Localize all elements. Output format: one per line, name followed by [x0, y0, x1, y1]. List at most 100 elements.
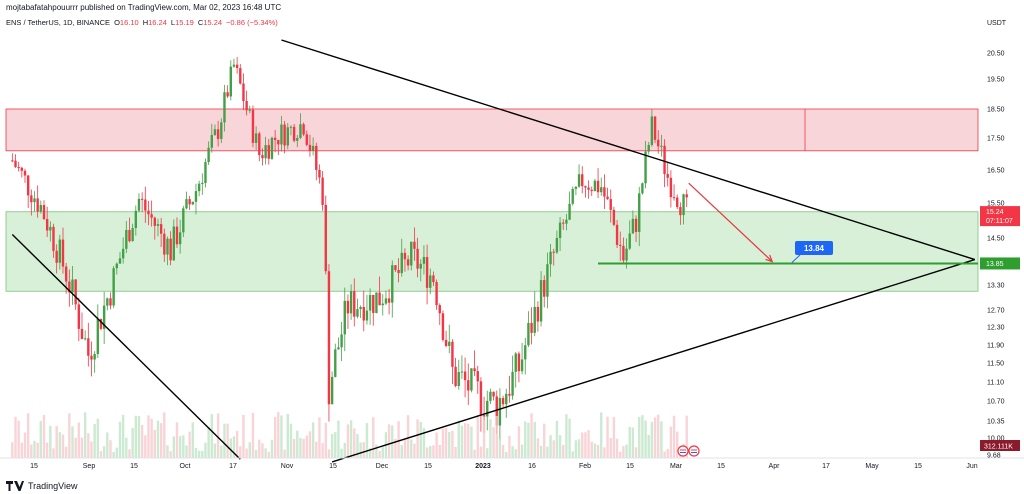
volume-bar [609, 438, 612, 458]
last-price-label: 15.24 [986, 209, 1004, 216]
candle-body [653, 116, 657, 140]
volume-bar [90, 441, 93, 458]
volume-bar [30, 444, 33, 458]
volume-bar [397, 421, 400, 458]
candles [11, 56, 688, 441]
volume-bar [444, 427, 448, 458]
volume-bar [49, 425, 52, 458]
volume-bar [356, 434, 359, 458]
candle-body [432, 275, 435, 283]
candle-body [460, 371, 464, 373]
candle-body [220, 122, 223, 139]
volume-bar [536, 438, 540, 458]
candle-body [166, 238, 169, 255]
volume-bar [80, 437, 84, 458]
x-tick-label: 15 [329, 463, 337, 470]
candle-body [194, 191, 198, 202]
volume-bar [93, 424, 96, 458]
candle-body [340, 334, 343, 348]
candle-body [349, 291, 353, 314]
volume-bar [425, 447, 429, 458]
ascending-support-trendline [331, 258, 976, 463]
y-tick-label: 10.35 [987, 419, 1005, 426]
volume-bar [394, 438, 397, 458]
volume-bar [251, 412, 255, 458]
candle-body [251, 109, 255, 143]
volume-bar [175, 422, 179, 458]
candle-body [486, 400, 489, 417]
volume-bar [625, 444, 628, 458]
volume-bar [109, 440, 112, 458]
candle-body [292, 126, 296, 141]
candle-body [112, 268, 115, 306]
volume-bar [372, 417, 375, 458]
volume-bar [353, 428, 356, 458]
candle-body [577, 174, 581, 187]
volume-bar [242, 415, 245, 458]
volume-bar [296, 430, 299, 458]
volume-bar [508, 435, 511, 458]
candle-body [182, 208, 185, 233]
volume-bar [140, 424, 144, 458]
volume-bar [600, 412, 603, 458]
volume-bar [676, 431, 679, 458]
candle-body [359, 306, 362, 310]
volume-bar [118, 421, 122, 458]
volume-bar [590, 441, 593, 458]
candle-body [74, 279, 77, 305]
volume-bar [628, 426, 631, 458]
candle-body [473, 368, 476, 372]
candle-body [286, 127, 289, 146]
volume-bar [33, 440, 36, 458]
volume-bars [11, 412, 688, 458]
candle-body [128, 229, 131, 242]
x-tick-label: Feb [579, 463, 591, 470]
candle-body [188, 199, 191, 205]
candle-body [495, 396, 498, 426]
candle-body [546, 264, 549, 297]
candle-body [441, 313, 445, 340]
volume-bar [457, 420, 460, 458]
volume-bar [245, 448, 248, 458]
volume-bar [68, 413, 71, 458]
volume-bar [194, 447, 198, 458]
volume-bar [128, 449, 131, 458]
candle-body [596, 180, 600, 193]
volume-bar [254, 449, 258, 458]
us-flag-icon [688, 445, 700, 457]
candle-body [444, 339, 448, 346]
candle-body [324, 204, 327, 272]
volume-bar [337, 420, 340, 458]
candle-body [638, 193, 641, 232]
candle-body [156, 224, 160, 226]
annotation-pointer [791, 254, 801, 263]
candle-body [353, 291, 356, 317]
volume-bar [207, 426, 210, 458]
candle-body [14, 160, 17, 168]
volume-bar [226, 423, 229, 458]
candle-body [384, 298, 388, 304]
x-tick-label: 15 [30, 463, 38, 470]
candle-body [622, 245, 625, 261]
candle-body [429, 275, 432, 288]
volume-bar [318, 417, 321, 458]
candle-body [131, 228, 134, 242]
candle-body [368, 294, 372, 311]
candle-body [606, 196, 609, 200]
volume-bar [422, 428, 426, 458]
volume-bar [17, 420, 20, 458]
candle-body [273, 137, 277, 140]
y-tick-label: 11.90 [987, 343, 1004, 350]
volume-bar [277, 412, 280, 458]
x-tick-label: Sep [83, 463, 96, 470]
volume-label: 312.111K [984, 444, 1013, 451]
candle-body [318, 169, 321, 178]
volume-bar [413, 443, 416, 458]
candle-body [628, 233, 631, 249]
volume-bar [467, 423, 470, 458]
volume-bar [543, 423, 546, 458]
volume-bar [672, 415, 676, 458]
volume-bar [23, 432, 27, 458]
volume-bar [115, 447, 119, 458]
